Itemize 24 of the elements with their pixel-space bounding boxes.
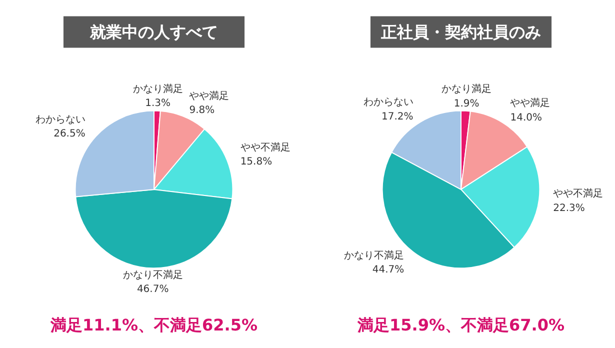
slice-label: かなり満足 xyxy=(132,83,183,96)
data-label: 1.9% xyxy=(454,98,480,110)
data-label: 44.7% xyxy=(372,264,404,276)
chart-title: 正社員・契約社員のみ xyxy=(380,22,541,42)
slice-label: やや満足 xyxy=(510,97,550,110)
data-label: 14.0% xyxy=(510,112,542,124)
text: 満足15.9%、不満足67.0% xyxy=(356,315,565,334)
slice-label: わからない xyxy=(363,97,414,108)
slice-label: かなり不満足 xyxy=(122,268,183,281)
data-label: 26.5% xyxy=(54,128,86,140)
slice-label: わからない xyxy=(35,114,86,126)
data-label: 1.3% xyxy=(145,98,170,110)
slice-label: やや不満足 xyxy=(553,188,604,200)
slice-label: かなり満足 xyxy=(442,83,492,96)
slice-label: やや満足 xyxy=(189,90,230,102)
text: 満足11.1%、不満足62.5% xyxy=(49,315,258,334)
slice-label: かなり不満足 xyxy=(344,249,404,262)
data-label: 46.7% xyxy=(136,284,169,295)
chart-title: 就業中の人すべて xyxy=(89,22,218,42)
data-label: 9.8% xyxy=(189,105,215,116)
slice-label: やや不満足 xyxy=(240,142,290,154)
data-label: 22.3% xyxy=(553,202,585,214)
data-label: 15.8% xyxy=(240,156,272,168)
data-label: 17.2% xyxy=(381,111,414,122)
